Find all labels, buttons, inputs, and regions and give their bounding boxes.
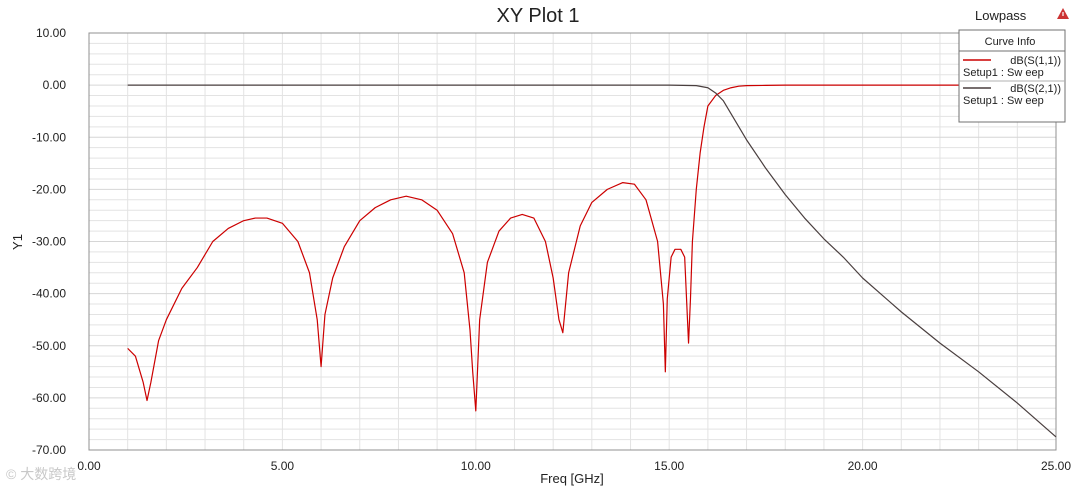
y-tick-label: 10.00 [36,26,66,40]
x-tick-label: 10.00 [461,459,491,473]
x-tick-label: 5.00 [271,459,295,473]
legend-box [958,29,1066,123]
legend-series-name: dB(S(2,1)) [1010,83,1061,95]
y-tick-label: -10.00 [32,130,66,144]
x-tick-label: 25.00 [1041,459,1071,473]
legend-title: Curve Info [985,36,1036,48]
x-axis-ticks: 0.00 5.00 10.00 15.00 20.00 25.00 [77,459,1071,473]
legend-series-setup: Setup1 : Sw eep [963,95,1044,107]
y-tick-label: -30.00 [32,235,66,249]
y-tick-label: -60.00 [32,391,66,405]
y-tick-label: 0.00 [43,78,67,92]
legend-series-name: dB(S(1,1)) [1010,55,1061,67]
y-axis-title: Y1 [10,234,25,250]
x-tick-label: 0.00 [77,459,101,473]
y-tick-label: -50.00 [32,339,66,353]
y-tick-label: -40.00 [32,287,66,301]
chart-title: XY Plot 1 [496,5,579,27]
x-tick-label: 20.00 [848,459,878,473]
x-axis-title: Freq [GHz] [540,471,604,486]
x-tick-label: 15.00 [654,459,684,473]
series-line-1[interactable] [127,84,1018,412]
series-line-2[interactable] [127,84,1057,438]
legend[interactable]: Curve Info dB(S(1,1))Setup1 : Sw eepdB(S… [958,29,1066,123]
y-tick-label: -20.00 [32,182,66,196]
corner-label: Lowpass [975,8,1027,23]
y-tick-label: -70.00 [32,443,66,457]
watermark: © 大数跨境 [6,466,76,482]
plot-frame [88,32,1057,451]
series-layer [127,84,1057,438]
warning-triangle-icon[interactable] [1057,8,1069,19]
legend-series-setup: Setup1 : Sw eep [963,67,1044,79]
y-axis-ticks: 10.00 0.00 -10.00 -20.00 -30.00 -40.00 -50.00 -… [32,26,66,457]
grid [88,32,1057,451]
legend-entries: dB(S(1,1))Setup1 : Sw eepdB(S(2,1))Setup… [959,55,1065,107]
